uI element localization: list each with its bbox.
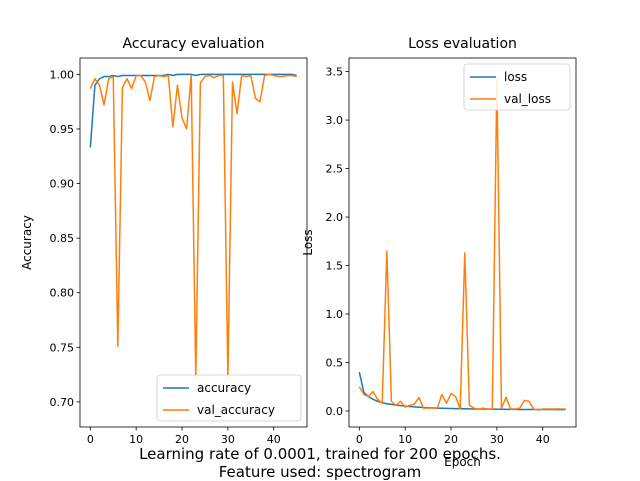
y-tick-label: 0.5 (326, 357, 344, 370)
y-tick-label: 2.5 (326, 163, 344, 176)
x-tick-label: 40 (267, 433, 281, 446)
legend-label-val-loss: val_loss (504, 92, 551, 106)
y-tick-label: 0.85 (50, 232, 75, 245)
x-tick-label: 0 (87, 433, 94, 446)
y-axis-label: Accuracy (20, 215, 34, 270)
series-line-accuracy (89, 73, 297, 148)
x-tick-label: 40 (536, 433, 550, 446)
y-tick-label: 0.70 (50, 396, 75, 409)
chart-title: Loss evaluation (408, 36, 517, 52)
y-tick-label: 0.95 (50, 123, 75, 136)
series-line-loss (358, 372, 566, 411)
series-line-val-loss (358, 78, 566, 411)
x-axis-label: Epoch (444, 455, 481, 469)
accuracy-chart: 0 10 20 30 40 0.70 0.75 0.80 0.85 0.90 0.95 1.00 Acc… (20, 36, 308, 446)
y-tick-label: 1.00 (50, 68, 75, 81)
x-tick-label: 10 (129, 433, 143, 446)
x-tick-label: 30 (221, 433, 235, 446)
x-tick-label: 0 (356, 433, 363, 446)
y-tick-label: 0.90 (50, 178, 75, 191)
y-tick-label: 3.5 (326, 66, 344, 79)
legend: loss val_loss (463, 63, 571, 111)
y-tick-label: 0.0 (326, 405, 344, 418)
y-tick-label: 0.75 (50, 341, 75, 354)
y-tick-label: 1.5 (326, 260, 344, 273)
caption-feature: Feature used: spectrogram (218, 463, 422, 481)
y-tick-label: 3.0 (326, 114, 344, 127)
legend-label-loss: loss (504, 70, 527, 84)
x-tick-label: 30 (490, 433, 504, 446)
legend-label-accuracy: accuracy (197, 381, 251, 395)
y-tick-label: 2.0 (326, 211, 344, 224)
y-axis-label: Loss (301, 229, 315, 255)
x-tick-label: 20 (444, 433, 458, 446)
caption-learning-rate: Learning rate of 0.0001, trained for 200… (139, 445, 501, 463)
legend-label-val-accuracy: val_accuracy (197, 403, 275, 417)
legend: accuracy val_accuracy (156, 374, 302, 422)
plot-frame (79, 57, 308, 428)
chart-title: Accuracy evaluation (122, 36, 264, 52)
loss-chart: 0 10 20 30 40 0.0 0.5 1.0 1.5 2.0 2.5 3.0 3.5 Loss ev… (301, 36, 577, 469)
y-tick-label: 1.0 (326, 308, 344, 321)
plot-frame (348, 57, 577, 428)
series-line-val-accuracy (89, 73, 297, 379)
legend-box (156, 374, 302, 422)
x-tick-label: 10 (398, 433, 412, 446)
y-tick-label: 0.80 (50, 287, 75, 300)
x-tick-label: 20 (175, 433, 189, 446)
